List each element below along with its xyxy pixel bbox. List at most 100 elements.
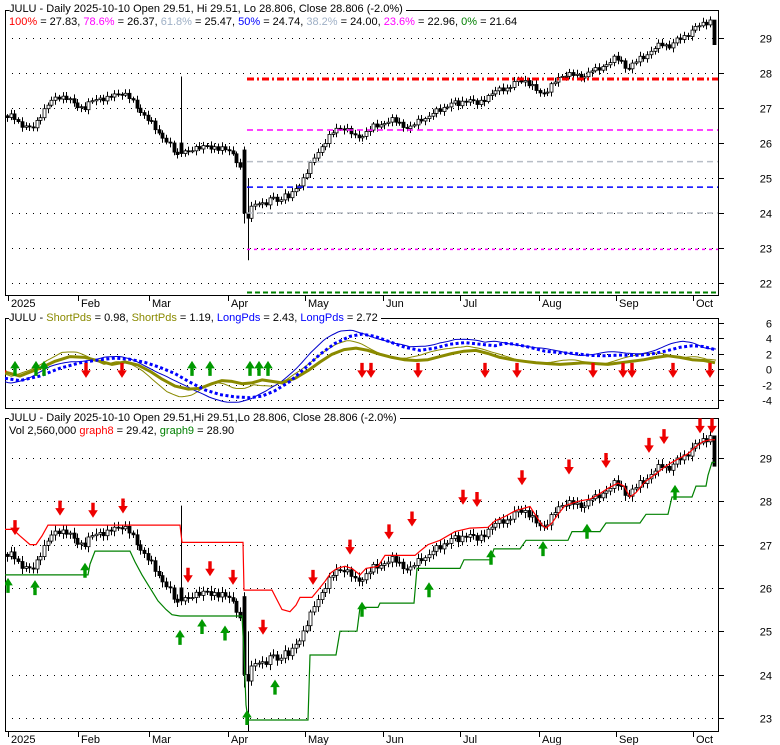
panel2-ytick-label: -2 <box>762 381 772 393</box>
buy-arrow-icon <box>39 360 49 376</box>
sell-arrow-icon <box>308 569 318 585</box>
oscillator-legend-seg-6: = 2.43, <box>260 312 301 324</box>
panel2-ytick-label: 2 <box>766 350 772 362</box>
oscillator-lines <box>5 329 717 403</box>
buy-arrow-icon <box>5 577 13 593</box>
sell-arrow-icon <box>183 567 193 583</box>
panel3-ytick-label: 24 <box>760 671 772 683</box>
sell-arrow-icon <box>407 511 417 527</box>
graph8-line <box>5 439 715 613</box>
month-label: Jul <box>463 734 477 745</box>
sell-arrow-icon <box>705 362 715 378</box>
panel1-title: JULU - Daily 2025-10-10 Open 29.51, Hi 2… <box>9 3 406 16</box>
fib-legend-seg-8: 38.2% <box>306 16 338 28</box>
buy-arrow-icon <box>175 629 185 645</box>
panel2-ytick-label: 0 <box>766 365 772 377</box>
sell-arrow-icon <box>228 569 238 585</box>
sell-arrow-icon <box>55 500 65 516</box>
sell-arrow-icon <box>366 362 376 378</box>
panel2-title: JULU - ShortPds = 0.98, ShortPds = 1.19,… <box>9 312 381 325</box>
sell-arrow-icon <box>668 362 678 378</box>
panel3-ytick-label: 25 <box>760 627 772 639</box>
fib-legend-seg-11: = 22.96, <box>414 16 462 28</box>
month-label: Mar <box>152 734 171 745</box>
oscillator-legend-seg-5: LongPds <box>216 312 261 324</box>
month-label: Jun <box>386 734 404 745</box>
panel3-ytick-label: 28 <box>760 497 772 509</box>
panel1-frame: 29 28 27 26 25 24 23 22 <box>5 10 772 296</box>
panel1-ytick-label: 26 <box>760 139 772 151</box>
month-label: Apr <box>231 734 248 745</box>
buy-arrow-icon <box>254 360 264 376</box>
buy-arrow-icon <box>31 360 41 376</box>
fib-legend-seg-5: = 25.47, <box>191 16 239 28</box>
vol-legend-seg-1: graph8 <box>79 425 114 437</box>
sell-arrow-icon <box>357 362 367 378</box>
sell-arrow-icon <box>512 362 522 378</box>
sell-arrow-icon <box>517 470 527 486</box>
oscillator-legend-seg-2: = 0.98, <box>91 312 132 324</box>
month-label: Oct <box>696 734 713 745</box>
sell-arrow-icon <box>205 561 215 577</box>
buy-arrow-icon <box>205 360 215 376</box>
fib-legend-seg-0: 100% <box>9 16 38 28</box>
sell-arrow-icon <box>88 502 98 518</box>
month-label: Aug <box>542 734 562 745</box>
panel1-fib-legend: 100% = 27.83, 78.6% = 26.37, 61.8% = 25.… <box>9 16 521 29</box>
sell-arrow-icon <box>458 489 468 505</box>
panel3-ytick-label: 29 <box>760 454 772 466</box>
sell-arrow-icon <box>564 459 574 475</box>
buy-arrow-icon <box>270 679 280 695</box>
fibonacci-lines <box>247 77 718 294</box>
buy-arrow-icon <box>80 562 90 578</box>
month-label: Feb <box>81 734 100 745</box>
panel3-title: JULU - Daily 2025-10-10 Open 29.51,Hi 29… <box>9 412 400 425</box>
sell-arrow-icon <box>695 418 705 434</box>
buy-arrow-icon <box>357 601 367 617</box>
sell-arrow-icon <box>472 491 482 507</box>
month-label: Jul <box>463 298 477 310</box>
sell-arrow-icon <box>601 452 611 468</box>
oscillator-legend-seg-3: ShortPds <box>131 312 177 324</box>
sell-arrow-icon <box>345 539 355 555</box>
month-label: Mar <box>152 298 171 310</box>
sell-arrow-icon <box>117 362 127 378</box>
oscillator-legend-seg-4: = 1.19, <box>176 312 217 324</box>
oscillator-signals <box>5 360 715 378</box>
panel3-ytick-label: 27 <box>760 541 772 553</box>
buy-arrow-icon <box>197 619 207 635</box>
graph9-line <box>5 461 715 721</box>
month-label: Jun <box>386 298 404 310</box>
sell-arrow-icon <box>118 498 128 514</box>
panel2-ytick-label: 6 <box>766 319 772 331</box>
fib-legend-seg-13: = 21.64 <box>477 16 518 28</box>
vol-legend-seg-2: = 29.42, <box>113 425 160 437</box>
buy-arrow-icon <box>187 360 197 376</box>
buy-arrow-icon <box>486 549 496 565</box>
sell-arrow-icon <box>644 437 654 453</box>
sell-arrow-icon <box>627 362 637 378</box>
month-label: Apr <box>231 298 248 310</box>
fib-legend-seg-9: = 24.00, <box>337 16 384 28</box>
month-label: Sep <box>619 734 639 745</box>
longpds-thick-line <box>5 332 716 400</box>
sell-arrow-icon <box>258 619 268 635</box>
sell-arrow-icon <box>5 370 7 374</box>
month-label: Sep <box>619 298 639 310</box>
buy-arrow-icon <box>245 360 255 376</box>
sell-arrow-icon <box>413 362 423 378</box>
month-label: May <box>308 298 329 310</box>
buy-arrow-icon <box>10 360 20 376</box>
sell-arrow-icon <box>707 418 717 434</box>
panel1-candles <box>5 16 717 261</box>
fib-legend-seg-12: 0% <box>461 16 478 28</box>
panel3-ytick-label: 23 <box>760 714 772 726</box>
fib-legend-seg-4: 61.8% <box>160 16 192 28</box>
panel1-ytick-label: 25 <box>760 174 772 186</box>
panel1-ytick-label: 29 <box>760 34 772 46</box>
panel3-vol-legend: Vol 2,560,000 graph8 = 29.42, graph9 = 2… <box>9 425 238 438</box>
sell-arrow-icon <box>659 429 669 445</box>
oscillator-legend-seg-8: = 2.72 <box>343 312 378 324</box>
